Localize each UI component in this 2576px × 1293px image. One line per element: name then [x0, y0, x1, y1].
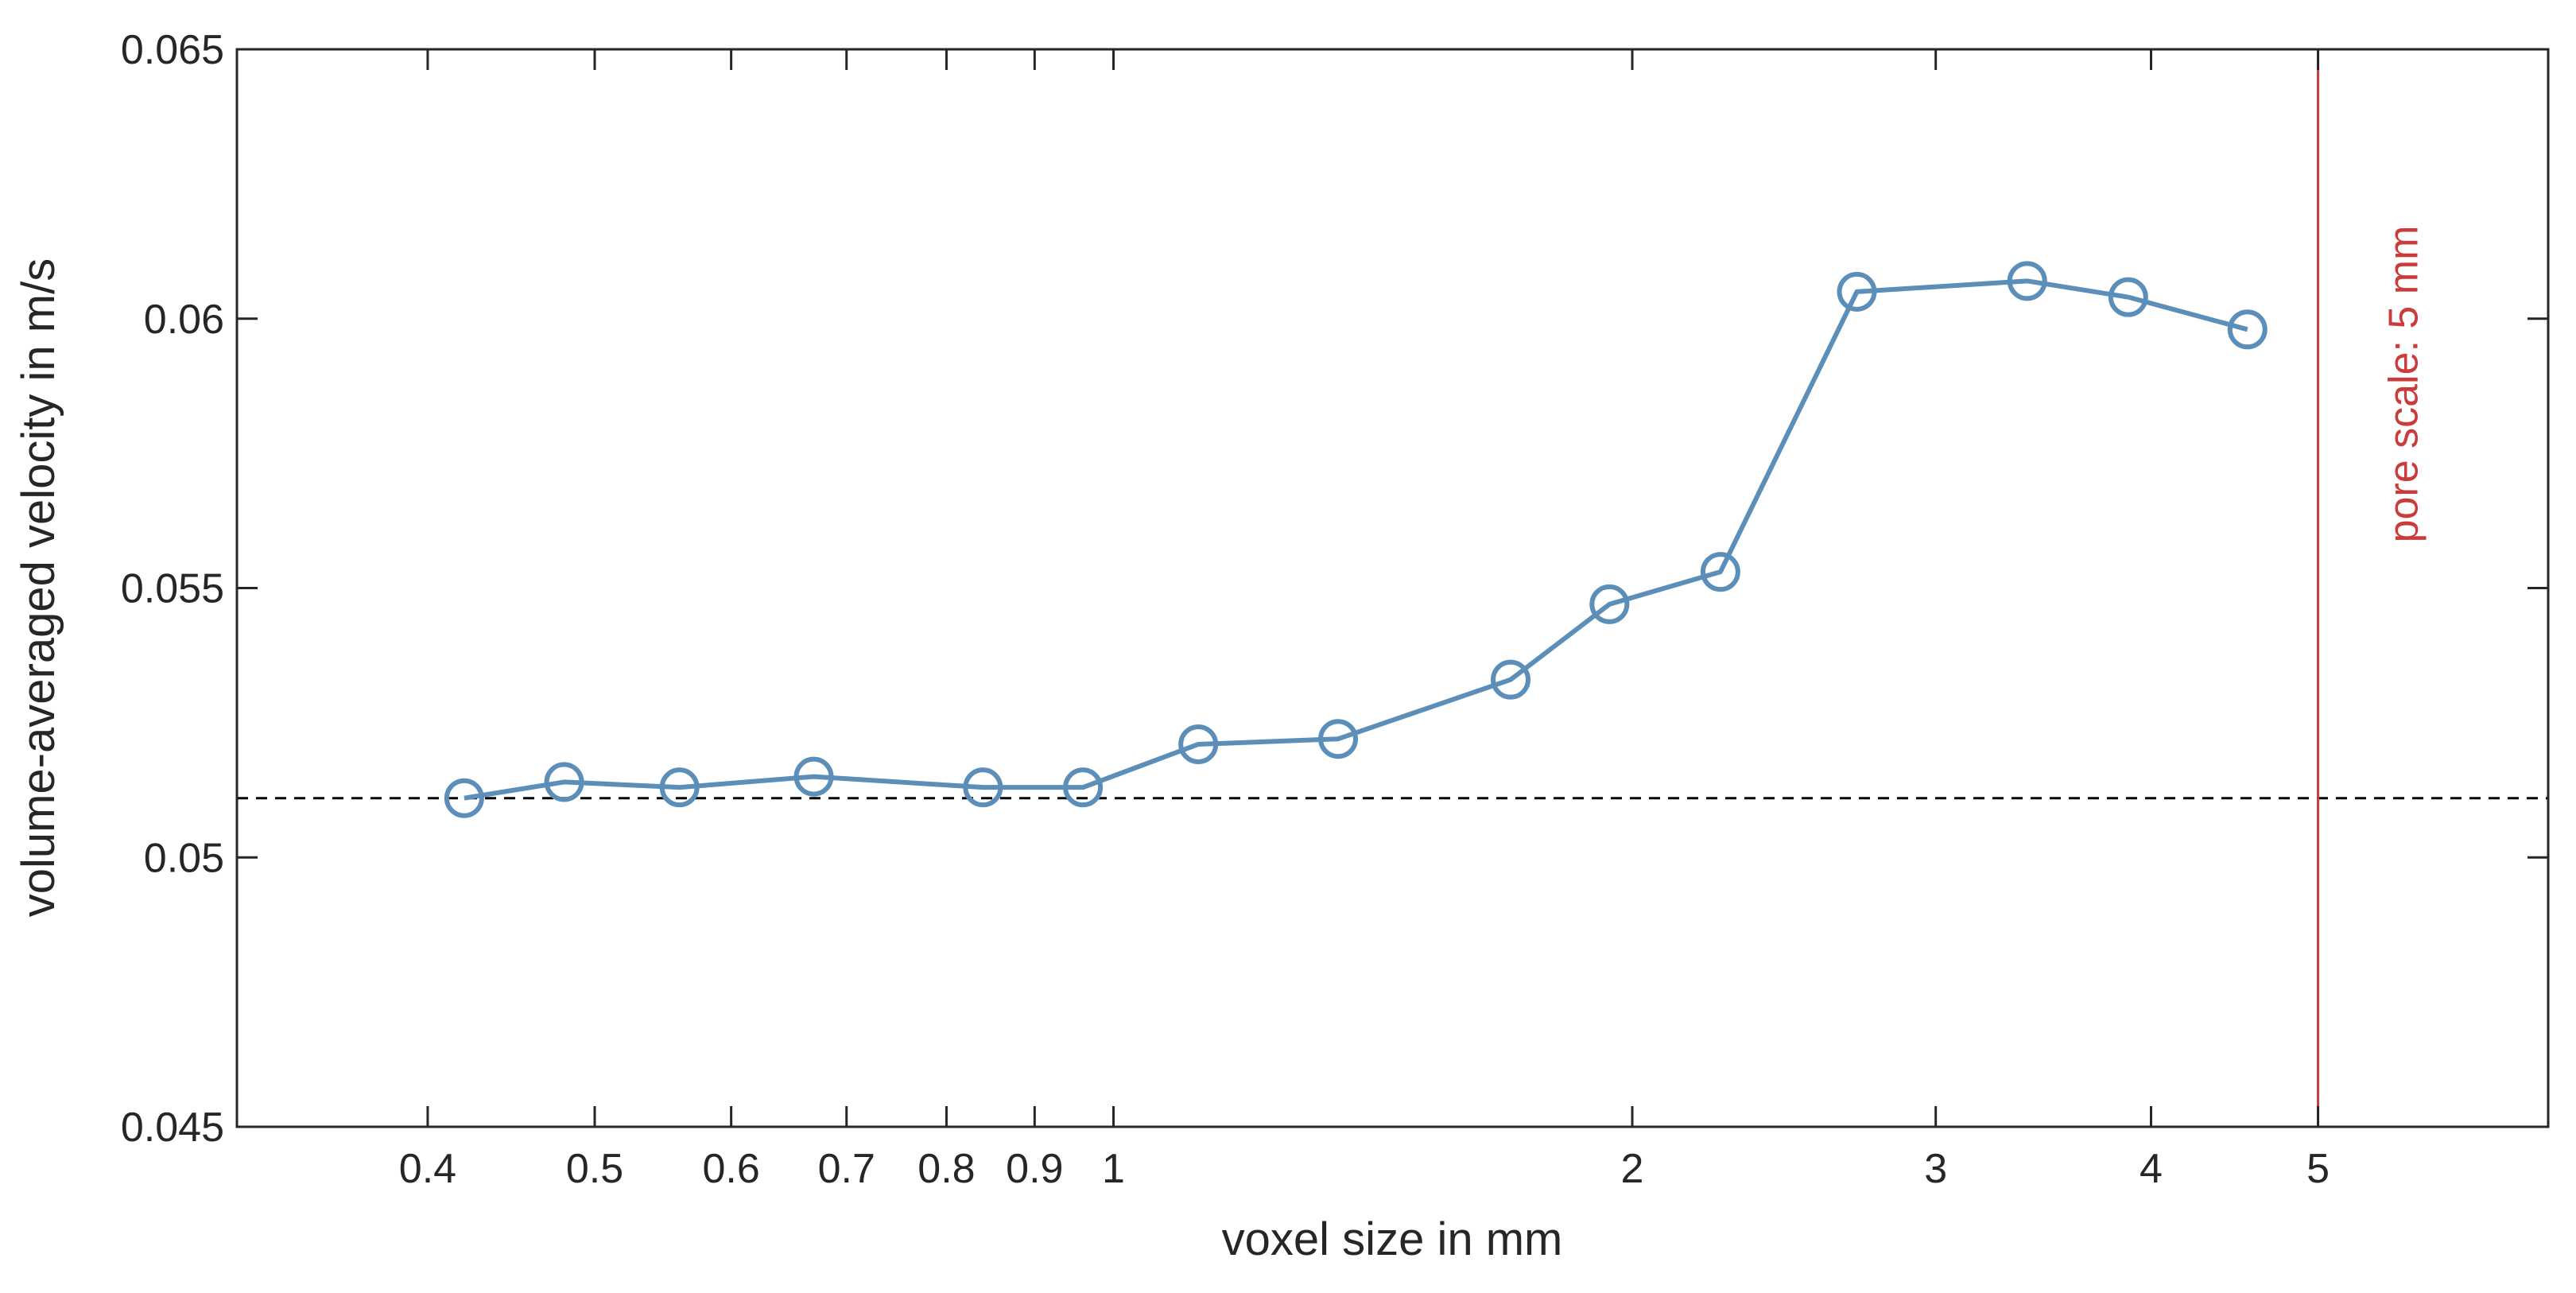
pore-scale-label: pore scale: 5 mm: [2381, 226, 2427, 543]
x-tick-label: 0.8: [918, 1146, 975, 1192]
data-point: [1589, 584, 1630, 624]
x-tick-label: 0.5: [566, 1146, 623, 1192]
series-line: [464, 278, 2248, 801]
data-point: [1318, 719, 1359, 759]
plot-area: [237, 49, 2548, 1127]
y-tick-label: 0.05: [144, 835, 224, 881]
x-axis-ticks: 0.4 0.5 0.6 0.7 0.8 0.9 1 2 3 4 5: [399, 49, 2330, 1192]
x-tick-label: 3: [1924, 1146, 1947, 1192]
x-tick-label: 0.4: [399, 1146, 456, 1192]
data-point: [1491, 659, 1531, 700]
data-point: [1063, 767, 1104, 808]
y-axis-label: volume-averaged velocity in m/s: [13, 258, 64, 917]
data-point: [444, 778, 484, 818]
y-axis-ticks: 0.045 0.05 0.055 0.06 0.065: [121, 27, 2548, 1151]
x-tick-label: 1: [1102, 1146, 1125, 1192]
data-point: [1700, 552, 1740, 592]
y-tick-label: 0.06: [144, 297, 224, 343]
data-point: [1837, 271, 1877, 312]
y-tick-label: 0.065: [121, 27, 224, 73]
x-tick-label: 0.9: [1006, 1146, 1063, 1192]
x-tick-label: 0.7: [818, 1146, 875, 1192]
data-point: [2108, 277, 2148, 317]
data-point: [2227, 309, 2268, 350]
x-tick-label: 5: [2306, 1146, 2330, 1192]
data-point: [544, 762, 584, 802]
x-tick-label: 4: [2140, 1146, 2163, 1192]
data-point: [793, 756, 834, 797]
x-tick-label: 2: [1621, 1146, 1644, 1192]
x-tick-label: 0.6: [702, 1146, 759, 1192]
x-axis-label: voxel size in mm: [1222, 1213, 1563, 1265]
data-point: [659, 767, 700, 808]
data-point: [2007, 261, 2047, 301]
y-tick-label: 0.045: [121, 1105, 224, 1151]
y-tick-label: 0.055: [121, 566, 224, 612]
data-point: [963, 767, 1003, 808]
reference-lines: pore scale: 5 mm: [237, 49, 2548, 1127]
data-point: [1178, 724, 1219, 764]
series-layer: [444, 261, 2268, 818]
